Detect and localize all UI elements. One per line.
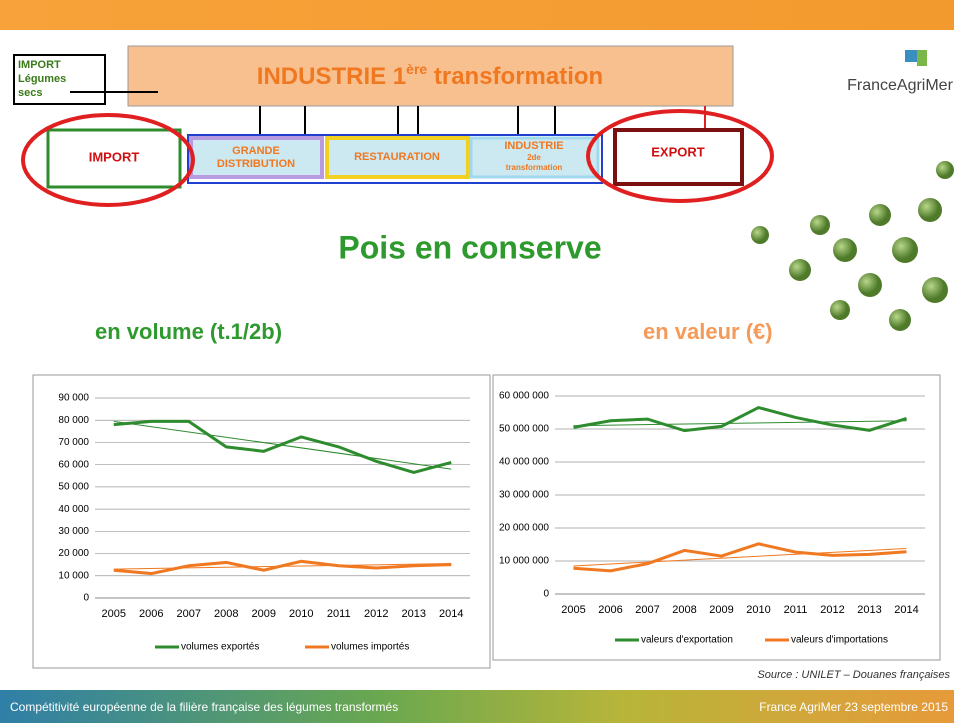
x-tick-label: 2013 <box>402 608 426 620</box>
industry-sup: ère <box>406 61 427 77</box>
slide: FranceAgriMer INDUSTRIE 1ère transformat… <box>0 0 954 723</box>
y-tick-label: 0 <box>543 589 549 600</box>
x-tick-label: 2007 <box>635 604 659 616</box>
y-tick-label: 30 000 000 <box>499 490 549 501</box>
x-tick-label: 2011 <box>327 608 351 620</box>
x-tick-label: 2008 <box>214 608 238 620</box>
y-tick-label: 50 000 000 <box>499 424 549 435</box>
industry-text: INDUSTRIE 1 <box>257 63 406 90</box>
y-tick-label: 10 000 <box>58 570 89 581</box>
y-tick-label: 20 000 000 <box>499 523 549 534</box>
import-label: IMPORT <box>89 149 140 164</box>
distribution-label: GRANDE <box>232 145 280 157</box>
y-tick-label: 20 000 <box>58 548 89 559</box>
x-tick-label: 2005 <box>102 608 126 620</box>
industry2-label: 2de <box>527 153 541 162</box>
y-tick-label: 40 000 000 <box>499 457 549 468</box>
legend-label: valeurs d'exportation <box>641 635 733 646</box>
y-tick-label: 40 000 <box>58 504 89 515</box>
logo-icon <box>917 50 927 66</box>
chart-frame <box>493 375 940 660</box>
x-tick-label: 2014 <box>439 608 463 620</box>
x-tick-label: 2006 <box>598 604 622 616</box>
industry-label: INDUSTRIE 1ère transformation <box>257 61 603 91</box>
y-tick-label: 90 000 <box>58 393 89 404</box>
distribution-label: DISTRIBUTION <box>217 158 295 170</box>
industry-text: transformation <box>427 63 603 90</box>
y-tick-label: 80 000 <box>58 415 89 426</box>
legend-label: volumes importés <box>331 642 409 653</box>
x-tick-label: 2008 <box>672 604 696 616</box>
legend-label: valeurs d'importations <box>791 635 888 646</box>
import-small-label: secs <box>18 87 42 99</box>
y-tick-label: 10 000 000 <box>499 556 549 567</box>
industry2-label: transformation <box>506 163 563 172</box>
x-tick-label: 2009 <box>709 604 733 616</box>
x-tick-label: 2007 <box>177 608 201 620</box>
header-bar <box>0 0 954 30</box>
y-tick-label: 60 000 000 <box>499 391 549 402</box>
legend-label: volumes exportés <box>181 642 259 653</box>
logo-icon <box>905 50 917 62</box>
x-tick-label: 2012 <box>820 604 844 616</box>
import-small-label: IMPORT <box>18 59 61 71</box>
slide-title: Pois en conserve <box>338 229 601 265</box>
y-tick-label: 30 000 <box>58 526 89 537</box>
footer-left: Compétitivité européenne de la filière f… <box>10 700 398 714</box>
subtitle: en volume (t.1/2b) <box>95 319 282 344</box>
x-tick-label: 2014 <box>894 604 918 616</box>
chart-frame <box>33 375 490 668</box>
x-tick-label: 2010 <box>746 604 770 616</box>
x-tick-label: 2009 <box>252 608 276 620</box>
x-tick-label: 2011 <box>784 604 808 616</box>
export-label: EXPORT <box>651 144 705 159</box>
import-small-label: Légumes <box>18 73 66 85</box>
y-tick-label: 0 <box>83 593 89 604</box>
x-tick-label: 2006 <box>139 608 163 620</box>
y-tick-label: 60 000 <box>58 459 89 470</box>
logo-text: FranceAgriMer <box>847 77 953 94</box>
footer-right: France AgriMer 23 septembre 2015 <box>759 700 948 714</box>
source: Source : UNILET – Douanes françaises <box>757 669 950 681</box>
restauration-label: RESTAURATION <box>354 151 440 163</box>
y-tick-label: 50 000 <box>58 482 89 493</box>
x-tick-label: 2005 <box>561 604 585 616</box>
x-tick-label: 2013 <box>857 604 881 616</box>
x-tick-label: 2010 <box>289 608 313 620</box>
subtitle: en valeur (€) <box>643 319 773 344</box>
x-tick-label: 2012 <box>364 608 388 620</box>
y-tick-label: 70 000 <box>58 437 89 448</box>
industry2-label: INDUSTRIE <box>504 140 563 152</box>
